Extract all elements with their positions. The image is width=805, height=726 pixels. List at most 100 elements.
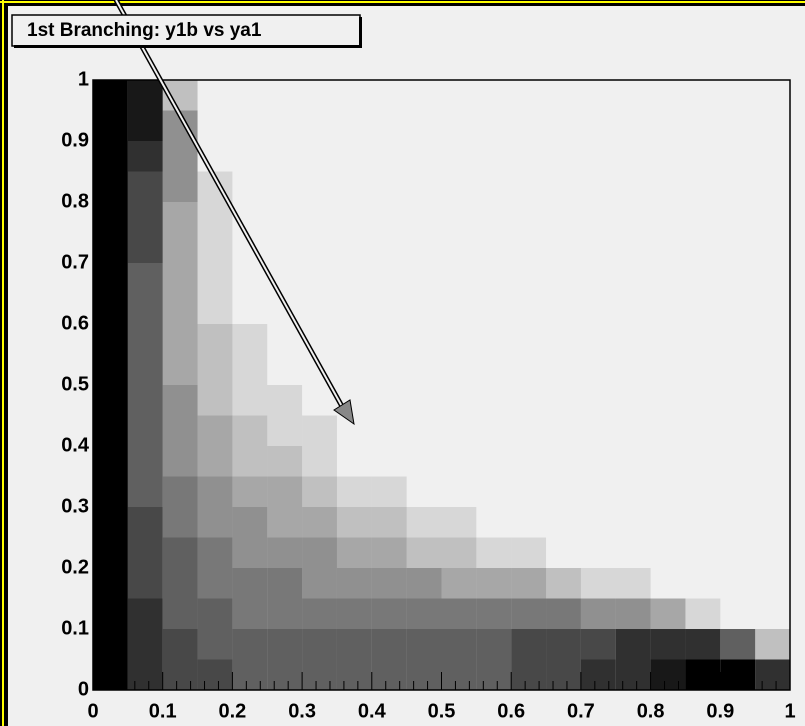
density-cell <box>93 629 128 660</box>
density-cell <box>755 477 790 508</box>
density-cell <box>546 568 581 599</box>
density-cell <box>162 202 198 233</box>
density-cell <box>511 172 546 203</box>
density-cell <box>755 446 790 477</box>
density-cell <box>581 477 616 508</box>
density-cell <box>685 111 720 142</box>
density-cell <box>162 446 198 477</box>
density-cell <box>302 263 337 294</box>
density-cell <box>615 598 651 629</box>
density-cell <box>476 80 511 111</box>
density-cell <box>372 111 407 142</box>
density-cell <box>476 172 511 203</box>
density-cell <box>720 659 756 690</box>
density-cell <box>93 110 128 141</box>
arrow-shaft-inner <box>115 0 345 411</box>
density-cell <box>616 202 651 233</box>
density-cell <box>371 629 407 660</box>
density-cell <box>685 659 721 690</box>
density-cell <box>93 354 128 385</box>
density-cell <box>511 141 546 172</box>
density-cell <box>685 355 720 386</box>
density-cell <box>651 202 686 233</box>
density-cell <box>685 568 720 599</box>
density-cell <box>337 263 372 294</box>
density-cell <box>302 446 337 477</box>
y-tick-label: 0.9 <box>61 129 89 151</box>
density-cell <box>685 141 720 172</box>
density-cell <box>127 537 163 568</box>
density-cell <box>127 385 163 416</box>
density-cell <box>336 476 372 507</box>
density-cell <box>755 659 790 690</box>
density-cell <box>755 568 790 599</box>
density-cell <box>616 324 651 355</box>
density-cell <box>232 537 268 568</box>
density-cell <box>371 598 407 629</box>
density-cell <box>476 355 511 386</box>
density-cell <box>546 416 581 447</box>
density-cell <box>546 172 581 203</box>
density-cell <box>651 385 686 416</box>
density-cell <box>546 629 581 660</box>
density-cell <box>442 202 477 233</box>
density-cell <box>581 172 616 203</box>
density-cell <box>162 171 198 202</box>
density-cell <box>337 324 372 355</box>
density-cell <box>442 385 477 416</box>
density-cell <box>127 110 163 141</box>
density-cell <box>720 355 755 386</box>
density-cell <box>685 294 720 325</box>
y-tick-label: 0.1 <box>61 617 89 639</box>
density-cell <box>406 507 442 538</box>
density-cell <box>720 446 755 477</box>
density-cell <box>197 293 233 324</box>
density-cell <box>162 263 198 294</box>
density-cell <box>267 111 302 142</box>
density-cell <box>302 476 337 507</box>
density-cell <box>616 355 651 386</box>
density-cell <box>302 659 337 690</box>
density-cell <box>755 80 790 111</box>
density-cell <box>197 568 233 599</box>
density-cell <box>616 416 651 447</box>
density-cell <box>93 507 128 538</box>
density-cell <box>93 415 128 446</box>
density-cell <box>162 598 198 629</box>
y-tick-label: 0.6 <box>61 312 89 334</box>
density-cell <box>406 659 442 690</box>
density-cell <box>685 538 720 569</box>
density-cell <box>93 263 128 294</box>
density-cell <box>197 263 233 294</box>
density-cell <box>685 446 720 477</box>
density-cell <box>651 233 686 264</box>
density-cell <box>197 629 233 660</box>
density-cell <box>546 324 581 355</box>
density-cell <box>162 141 198 172</box>
density-cell <box>581 416 616 447</box>
density-cell <box>197 598 233 629</box>
density-cell <box>407 324 442 355</box>
density-cell <box>407 416 442 447</box>
density-cell <box>720 507 755 538</box>
density-cell <box>442 324 477 355</box>
density-cell <box>232 415 268 446</box>
density-cell <box>581 355 616 386</box>
density-cell <box>407 80 442 111</box>
density-cell <box>546 202 581 233</box>
density-cell <box>651 263 686 294</box>
density-cell <box>232 80 267 111</box>
density-cell <box>651 416 686 447</box>
y-tick-label: 0.2 <box>61 556 89 578</box>
density-cell <box>581 385 616 416</box>
density-cell <box>302 294 337 325</box>
density-cell <box>581 202 616 233</box>
y-tick-label: 0.4 <box>61 434 90 456</box>
density-cell <box>162 354 198 385</box>
density-cell <box>337 202 372 233</box>
density-cell <box>407 202 442 233</box>
density-cell <box>755 538 790 569</box>
density-cell <box>511 568 547 599</box>
density-cell <box>755 233 790 264</box>
